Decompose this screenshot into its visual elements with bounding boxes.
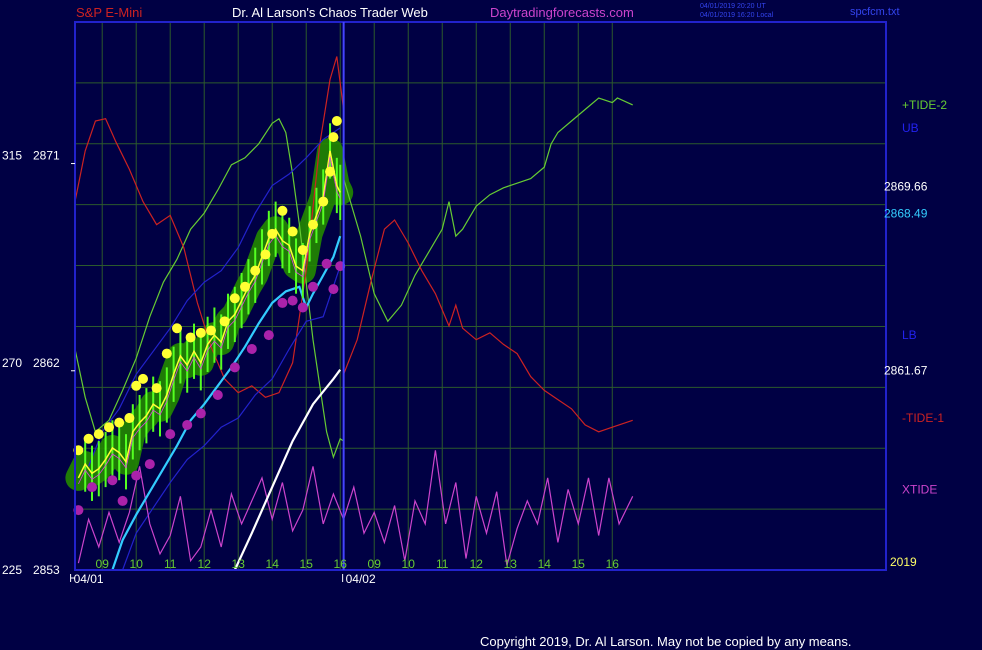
swing-high-point (318, 196, 329, 207)
swing-low-point (87, 482, 98, 493)
x-tick-label: 14 (266, 557, 280, 571)
y-tick-label-price: 2862 (33, 356, 60, 370)
site-link[interactable]: Daytradingforecasts.com (490, 5, 634, 20)
swing-low-point (195, 408, 206, 419)
y-tick-label-left: 225 (2, 563, 22, 577)
x-tick-label: 16 (606, 557, 620, 571)
swing-low-point (144, 459, 155, 470)
x-tick-label: 09 (368, 557, 382, 571)
swing-high-point (172, 323, 183, 334)
series-label: LB (902, 328, 917, 342)
series-line-lb (122, 265, 341, 571)
swing-high-point (83, 433, 94, 444)
series-label: XTIDE (902, 482, 937, 496)
series-line-xtide (77, 450, 634, 566)
timestamp-ut: 04/01/2019 20:20 UT (700, 3, 766, 10)
swing-high-point (260, 249, 271, 260)
swing-low-point (277, 297, 288, 308)
timestamp-local: 04/01/2019 16:20 Local (700, 12, 774, 19)
date-label: 04/01 (74, 572, 104, 586)
price-line (77, 150, 341, 479)
y-tick-label-left: 315 (2, 149, 22, 163)
x-tick-label: 14 (538, 557, 552, 571)
x-tick-label: 10 (402, 557, 416, 571)
swing-high-point (151, 383, 162, 394)
y-tick-label-left: 270 (2, 356, 22, 370)
y-tick-label-price: 2871 (33, 149, 60, 163)
x-tick-label: 15 (300, 557, 314, 571)
swing-low-point (328, 284, 339, 295)
series-line-average (111, 235, 342, 571)
swing-high-point (277, 205, 288, 216)
swing-low-point (131, 470, 142, 481)
swing-high-point (250, 265, 261, 276)
swing-high-point (240, 281, 251, 292)
price-line-lows (78, 156, 341, 485)
swing-high-point (195, 327, 206, 338)
swing-low-point (107, 475, 118, 486)
swing-high-point (114, 417, 125, 428)
swing-high-point (267, 228, 278, 239)
x-tick-label: 13 (232, 557, 246, 571)
swing-high-point (325, 166, 336, 177)
series-line-ub (88, 127, 341, 467)
swing-high-point (104, 422, 115, 433)
series-line--tide-2 (74, 97, 633, 460)
x-tick-label: 15 (572, 557, 586, 571)
swing-high-point (93, 429, 104, 440)
swing-low-point (117, 495, 128, 506)
x-tick-label: 12 (198, 557, 212, 571)
year-label: 2019 (890, 555, 917, 569)
data-file-name: spcfcm.txt (850, 6, 900, 18)
symbol-title: S&P E-Mini (76, 5, 142, 20)
copyright-notice: Copyright 2019, Dr. Al Larson. May not b… (480, 634, 851, 649)
swing-low-point (229, 362, 240, 373)
axis-layer: 09 10 11 12 13 14 15 16 09 10 11 12 13 14 15 16 225 2853 2… (2, 98, 947, 586)
price-label: 2861.67 (884, 363, 928, 377)
grid-lines (75, 22, 886, 570)
swing-low-point (321, 258, 332, 269)
swing-low-point (246, 343, 257, 354)
swing-high-point (138, 373, 149, 384)
swing-low-point (212, 390, 223, 401)
x-tick-label: 11 (164, 557, 177, 571)
x-tick-label: 11 (436, 557, 449, 571)
swing-high-point (229, 293, 240, 304)
swing-high-point (219, 316, 230, 327)
x-tick-label: 16 (334, 557, 348, 571)
x-tick-label: 09 (96, 557, 110, 571)
swing-high-point (206, 325, 217, 336)
swing-low-point (182, 419, 193, 430)
swing-high-point (331, 116, 342, 127)
x-tick-label: 10 (130, 557, 144, 571)
date-label: 04/02 (346, 572, 376, 586)
plot-frame (74, 21, 887, 571)
swing-low-point (263, 330, 274, 341)
swing-high-point (308, 219, 319, 230)
y-tick-label-price: 2853 (33, 563, 60, 577)
series-label: -TIDE-1 (902, 411, 944, 425)
price-label: 2869.66 (884, 179, 928, 193)
swing-low-point (287, 295, 298, 306)
x-tick-label: 13 (504, 557, 518, 571)
series-label: +TIDE-2 (902, 98, 947, 112)
swing-high-point (124, 413, 135, 424)
price-label: 2868.49 (884, 206, 928, 220)
swing-low-point (308, 281, 319, 292)
swing-high-point (185, 332, 196, 343)
swing-high-point (297, 244, 308, 255)
x-tick-label: 12 (470, 557, 484, 571)
brand-title: Dr. Al Larson's Chaos Trader Web (232, 5, 428, 20)
series-line-trend (233, 369, 342, 571)
series-label: UB (902, 121, 919, 135)
swing-low-point (165, 429, 176, 440)
swing-high-point (287, 226, 298, 237)
swing-high-point (131, 380, 142, 391)
swing-high-point (328, 132, 339, 143)
swing-low-point (297, 302, 308, 313)
swing-high-point (161, 348, 172, 359)
